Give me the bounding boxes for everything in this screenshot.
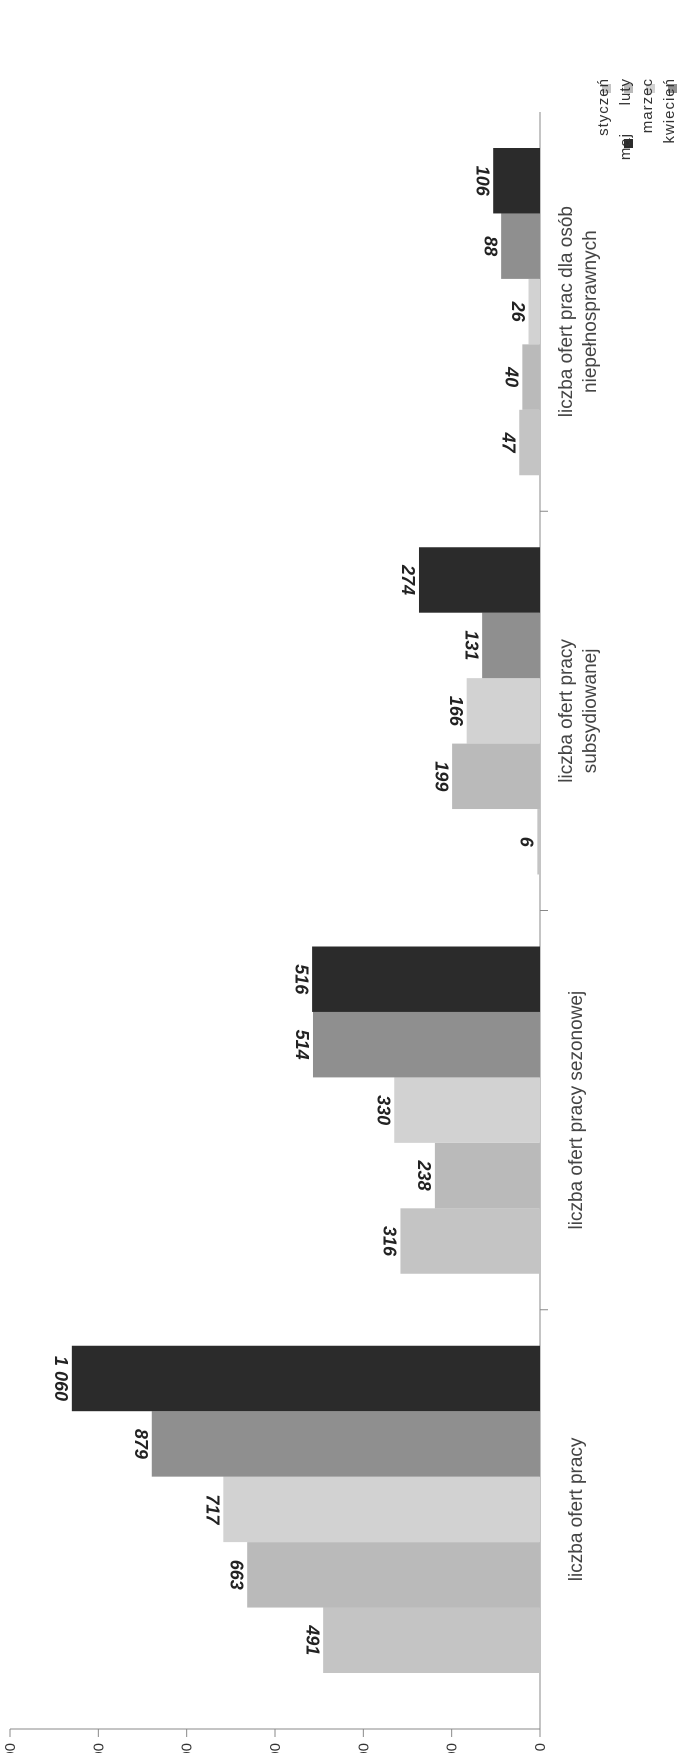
legend: styczeń luty marzec kwiecień maj <box>595 78 678 160</box>
bar <box>312 1011 540 1078</box>
data-label: 166 <box>446 696 466 727</box>
data-label: 199 <box>431 761 451 791</box>
bar <box>247 1542 541 1608</box>
value-tick-label: 200 <box>444 1743 461 1753</box>
data-label: 106 <box>472 166 492 197</box>
legend-label: luty <box>617 78 634 105</box>
legend-swatch <box>646 84 655 93</box>
data-label: 6 <box>517 837 537 848</box>
bar <box>519 409 540 476</box>
data-label: 514 <box>292 1030 312 1060</box>
data-label: 88 <box>480 236 500 256</box>
legend-label: kwiecień <box>661 78 678 144</box>
data-label: 316 <box>380 1226 400 1257</box>
category-label: liczba ofert pracy <box>566 1437 587 1581</box>
value-tick-label: 1 000 <box>90 1743 107 1753</box>
bar <box>493 148 540 214</box>
legend-swatch <box>668 84 677 93</box>
data-label: 47 <box>498 432 518 454</box>
data-label: 1 060 <box>51 1356 71 1401</box>
data-label: 663 <box>226 1560 246 1590</box>
value-tick-label: 600 <box>267 1743 284 1753</box>
legend-swatch <box>624 139 633 148</box>
bar <box>151 1411 540 1477</box>
bar <box>394 1077 540 1143</box>
data-label: 717 <box>203 1494 223 1525</box>
bar <box>434 1142 540 1209</box>
legend-swatch <box>602 84 611 93</box>
data-label: 40 <box>502 366 522 387</box>
bar <box>537 809 540 875</box>
bar <box>452 743 540 810</box>
data-label: 238 <box>414 1160 434 1191</box>
data-labels: 491 663 717 879 1 060 316 238 330 514 516 6 199 166 1… <box>51 166 537 1656</box>
data-label: 131 <box>461 630 481 660</box>
legend-swatch <box>624 84 633 93</box>
value-tick-label: 800 <box>179 1743 196 1753</box>
category-labels: liczba ofert pracy liczba ofert pracy sez… <box>556 206 601 1581</box>
category-label: subsydiowanej <box>580 649 601 774</box>
bar <box>400 1208 540 1274</box>
value-tick-label: 1 200 <box>2 1743 19 1753</box>
data-label: 26 <box>508 301 528 323</box>
category-label: liczba ofert pracy sezonowej <box>566 991 587 1230</box>
data-label: 879 <box>131 1429 151 1459</box>
bar <box>312 946 540 1012</box>
legend-label: marzec <box>639 78 656 133</box>
value-tick-label: 0 <box>532 1743 549 1751</box>
bar <box>501 213 540 279</box>
bar <box>528 278 540 345</box>
bar <box>522 344 540 410</box>
category-label: niepełnosprawnych <box>580 230 601 393</box>
data-label: 274 <box>398 564 418 595</box>
bar <box>223 1476 540 1543</box>
data-label: 516 <box>291 964 311 995</box>
bar <box>466 678 540 744</box>
legend-label: styczeń <box>595 78 612 136</box>
bars <box>71 148 541 1673</box>
legend-label: maj <box>617 133 634 160</box>
bar <box>482 612 540 679</box>
bar <box>323 1607 540 1673</box>
bar <box>418 547 540 613</box>
bar <box>71 1345 540 1412</box>
data-label: 491 <box>302 1624 322 1655</box>
value-tick-label: 400 <box>355 1743 372 1753</box>
category-label: liczba ofert pracy <box>556 639 577 783</box>
data-label: 330 <box>374 1095 394 1125</box>
category-label: liczba ofert prac dla osób <box>556 206 577 417</box>
